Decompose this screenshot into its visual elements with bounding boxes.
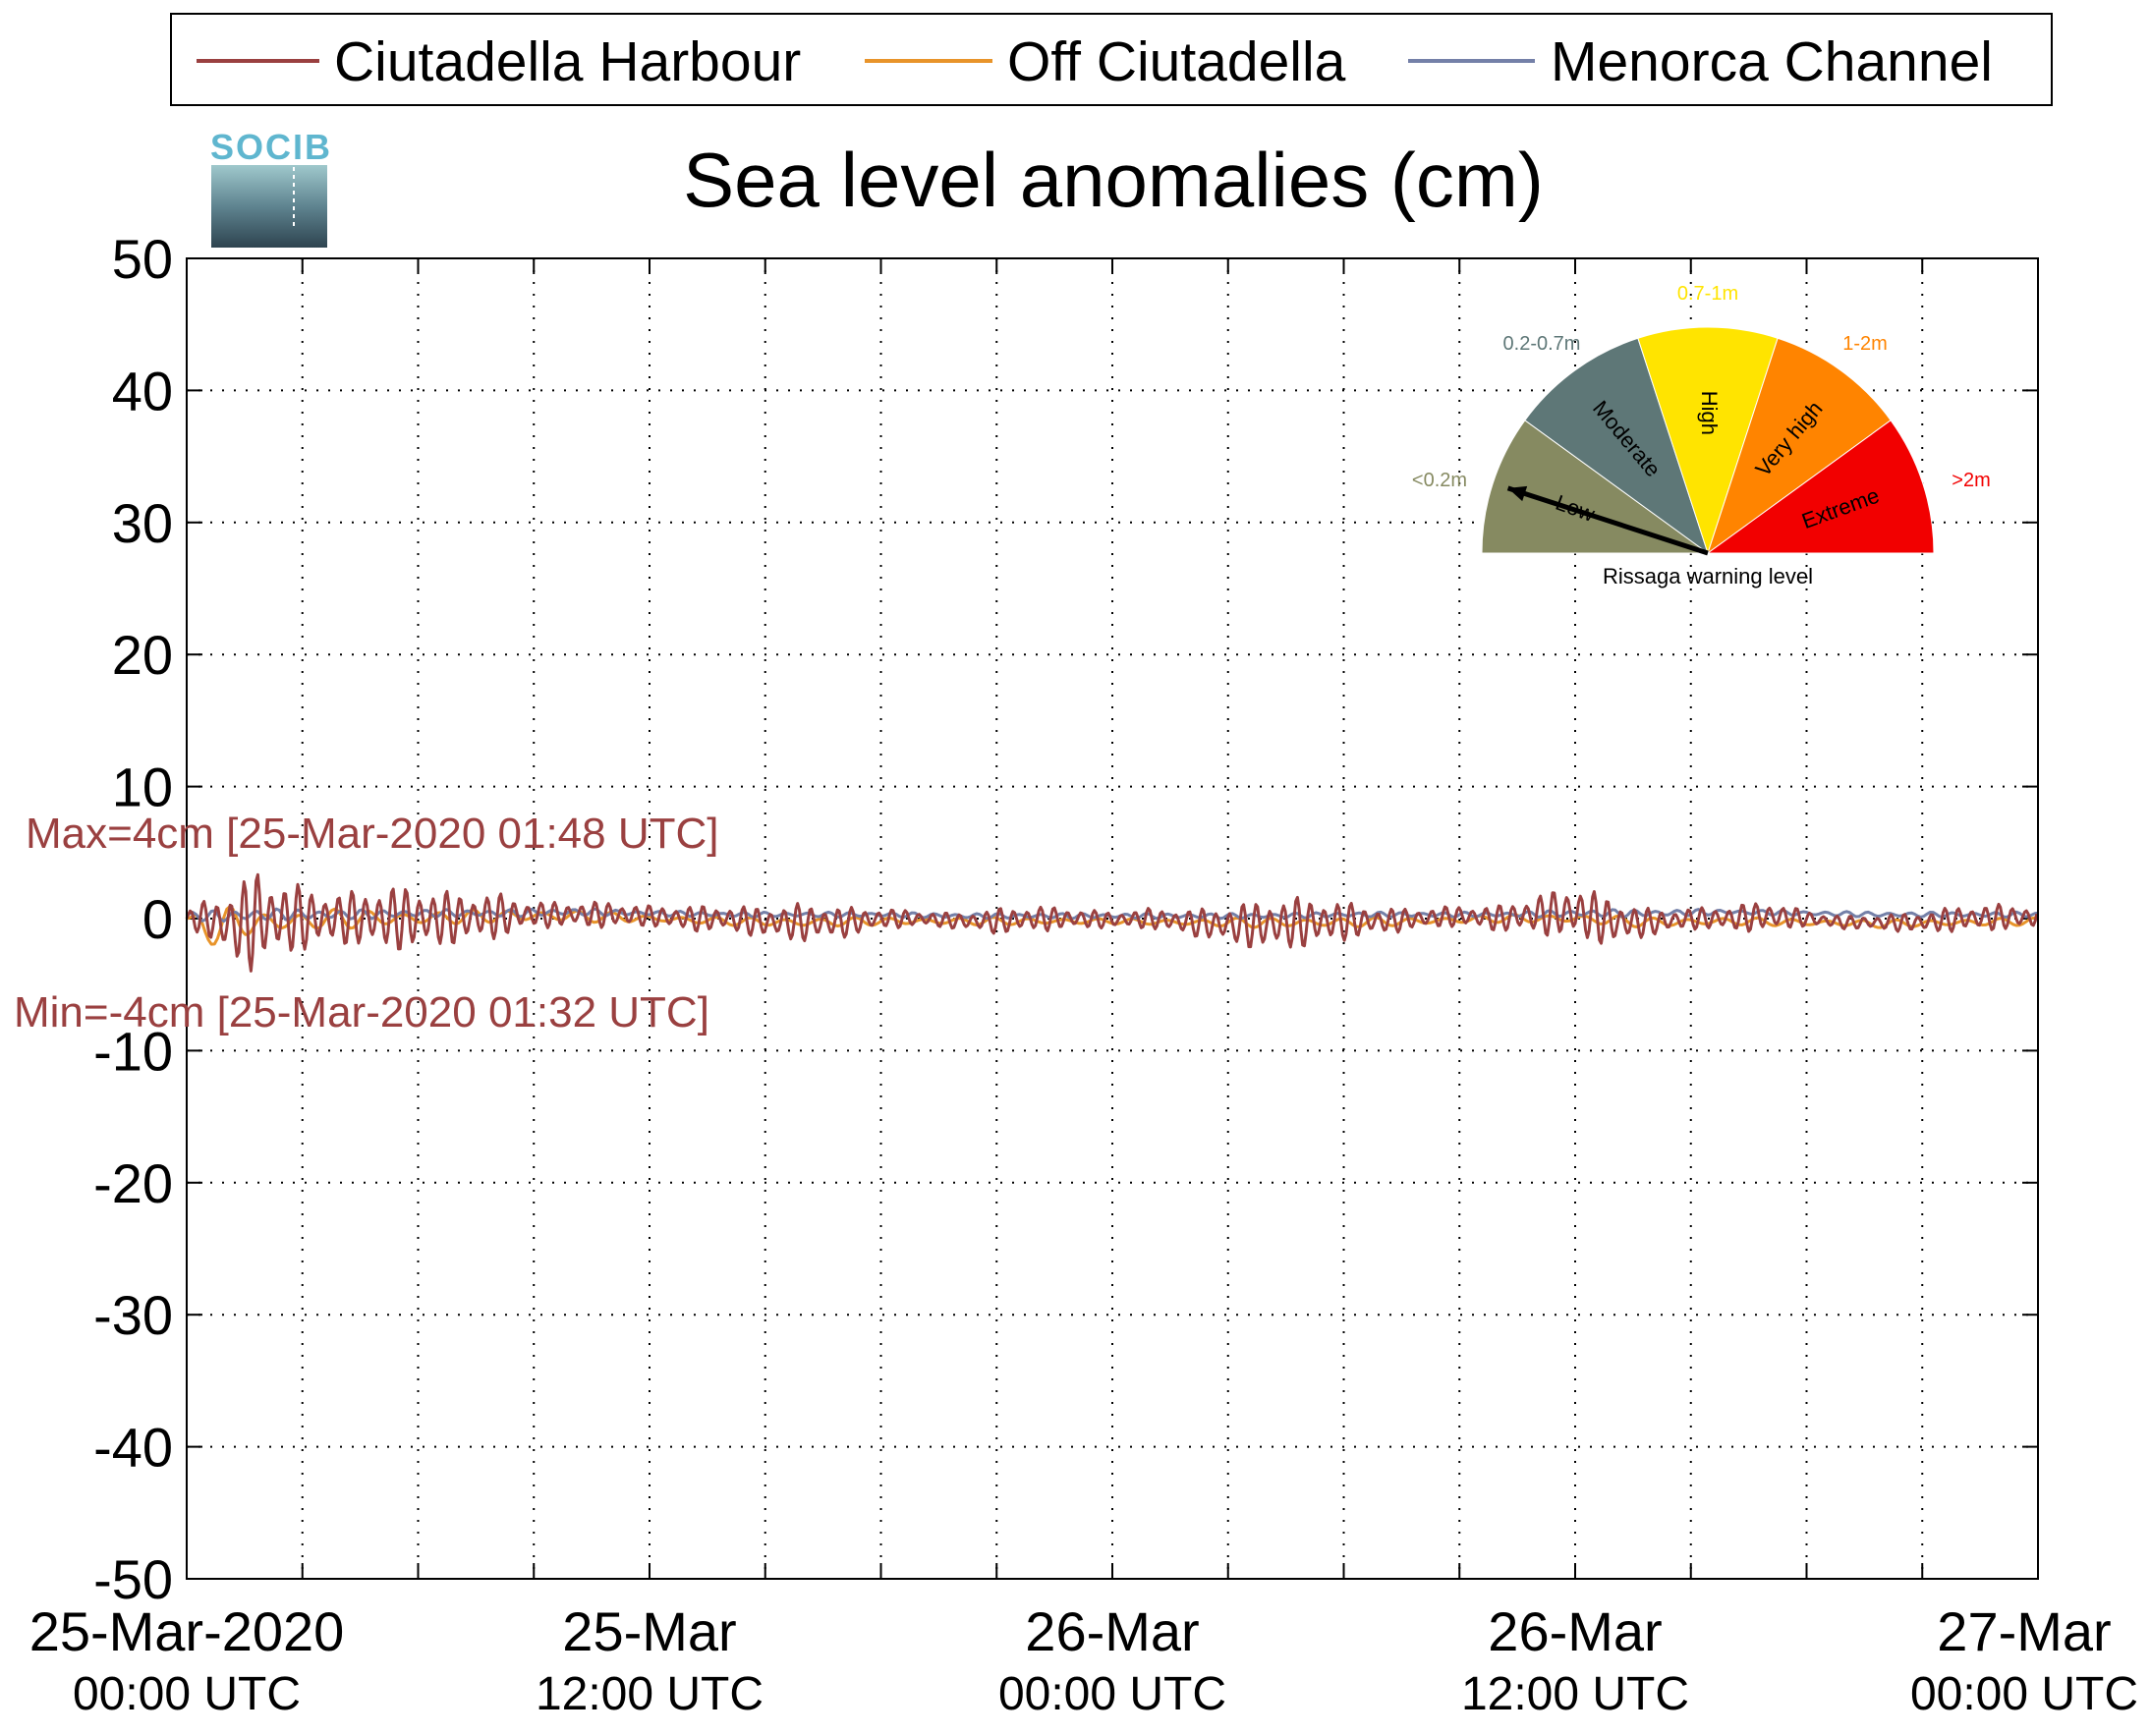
legend-label-menorca-channel: Menorca Channel (1551, 30, 1993, 93)
legend-box (170, 13, 2053, 106)
chart-title: Sea level anomalies (cm) (683, 137, 1544, 223)
gauge-range-label: 0.7-1m (1677, 283, 1738, 305)
gauge-range-label: <0.2m (1412, 470, 1467, 491)
x-tick-label-time: 00:00 UTC (73, 1668, 301, 1720)
x-tick-label-date: 26-Mar (1488, 1600, 1662, 1662)
max-annotation: Max=4cm [25-Mar-2020 01:48 UTC] (26, 810, 719, 858)
gauge-range-label: >2m (1952, 470, 1990, 491)
socib-logo-text: SOCIB (210, 127, 332, 167)
gauge-range-label: 0.2-0.7m (1503, 333, 1581, 355)
gauge-sector-high (1637, 326, 1779, 555)
y-tick-label: -20 (93, 1152, 173, 1214)
gauge-level-name: High (1697, 391, 1722, 435)
x-tick-label-time: 00:00 UTC (998, 1668, 1226, 1720)
x-tick-label-time: 12:00 UTC (536, 1668, 764, 1720)
legend-label-ciutadella-harbour: Ciutadella Harbour (334, 30, 801, 93)
gauge-caption: Rissaga warning level (1603, 564, 1813, 588)
y-tick-label: -40 (93, 1417, 173, 1479)
x-tick-label-date: 25-Mar (562, 1600, 736, 1662)
legend-label-off-ciutadella: Off Ciutadella (1007, 30, 1346, 93)
y-tick-label: -50 (93, 1548, 173, 1610)
socib-logo-image (211, 165, 327, 248)
series-lines (185, 872, 2039, 973)
legend: Ciutadella Harbour Off Ciutadella Menorc… (170, 13, 2053, 106)
gauge-sector-extreme (1706, 420, 1935, 554)
y-tick-label: 50 (112, 228, 173, 290)
gauge-sector-low (1481, 420, 1710, 554)
y-tick-label: -30 (93, 1284, 173, 1346)
x-tick-label-time: 12:00 UTC (1461, 1668, 1689, 1720)
y-tick-label: 0 (142, 888, 173, 950)
socib-logo: SOCIB (210, 127, 332, 248)
x-axis: 25-Mar-2020 00:00 UTC 25-Mar 12:00 UTC 26-Ma… (29, 258, 2138, 1720)
y-tick-label: -10 (93, 1020, 173, 1082)
gauge-needle (1506, 485, 1709, 556)
gauge-sector-moderate (1524, 337, 1709, 555)
x-tick-label-date: 27-Mar (1937, 1600, 2111, 1662)
series-line-ciutadella-harbour (185, 872, 2039, 973)
plot-frame (186, 257, 2039, 1580)
gauge-sector-very-high (1707, 337, 1892, 555)
min-annotation: Min=-4cm [25-Mar-2020 01:32 UTC] (14, 988, 709, 1036)
y-axis: -50 -40 -30 -20 -10 0 10 20 30 40 50 (93, 228, 2038, 1610)
x-tick-label-date: 26-Mar (1025, 1600, 1199, 1662)
y-tick-label: 20 (112, 624, 173, 686)
x-tick-label-time: 00:00 UTC (1910, 1668, 2138, 1720)
y-tick-label: 40 (112, 360, 173, 421)
x-tick-label-date: 25-Mar-2020 (29, 1600, 345, 1662)
gauge-range-label: 1-2m (1842, 333, 1888, 355)
gauge-needle-head (1507, 485, 1528, 502)
y-tick-label: 10 (112, 756, 173, 818)
y-tick-label: 30 (112, 492, 173, 554)
